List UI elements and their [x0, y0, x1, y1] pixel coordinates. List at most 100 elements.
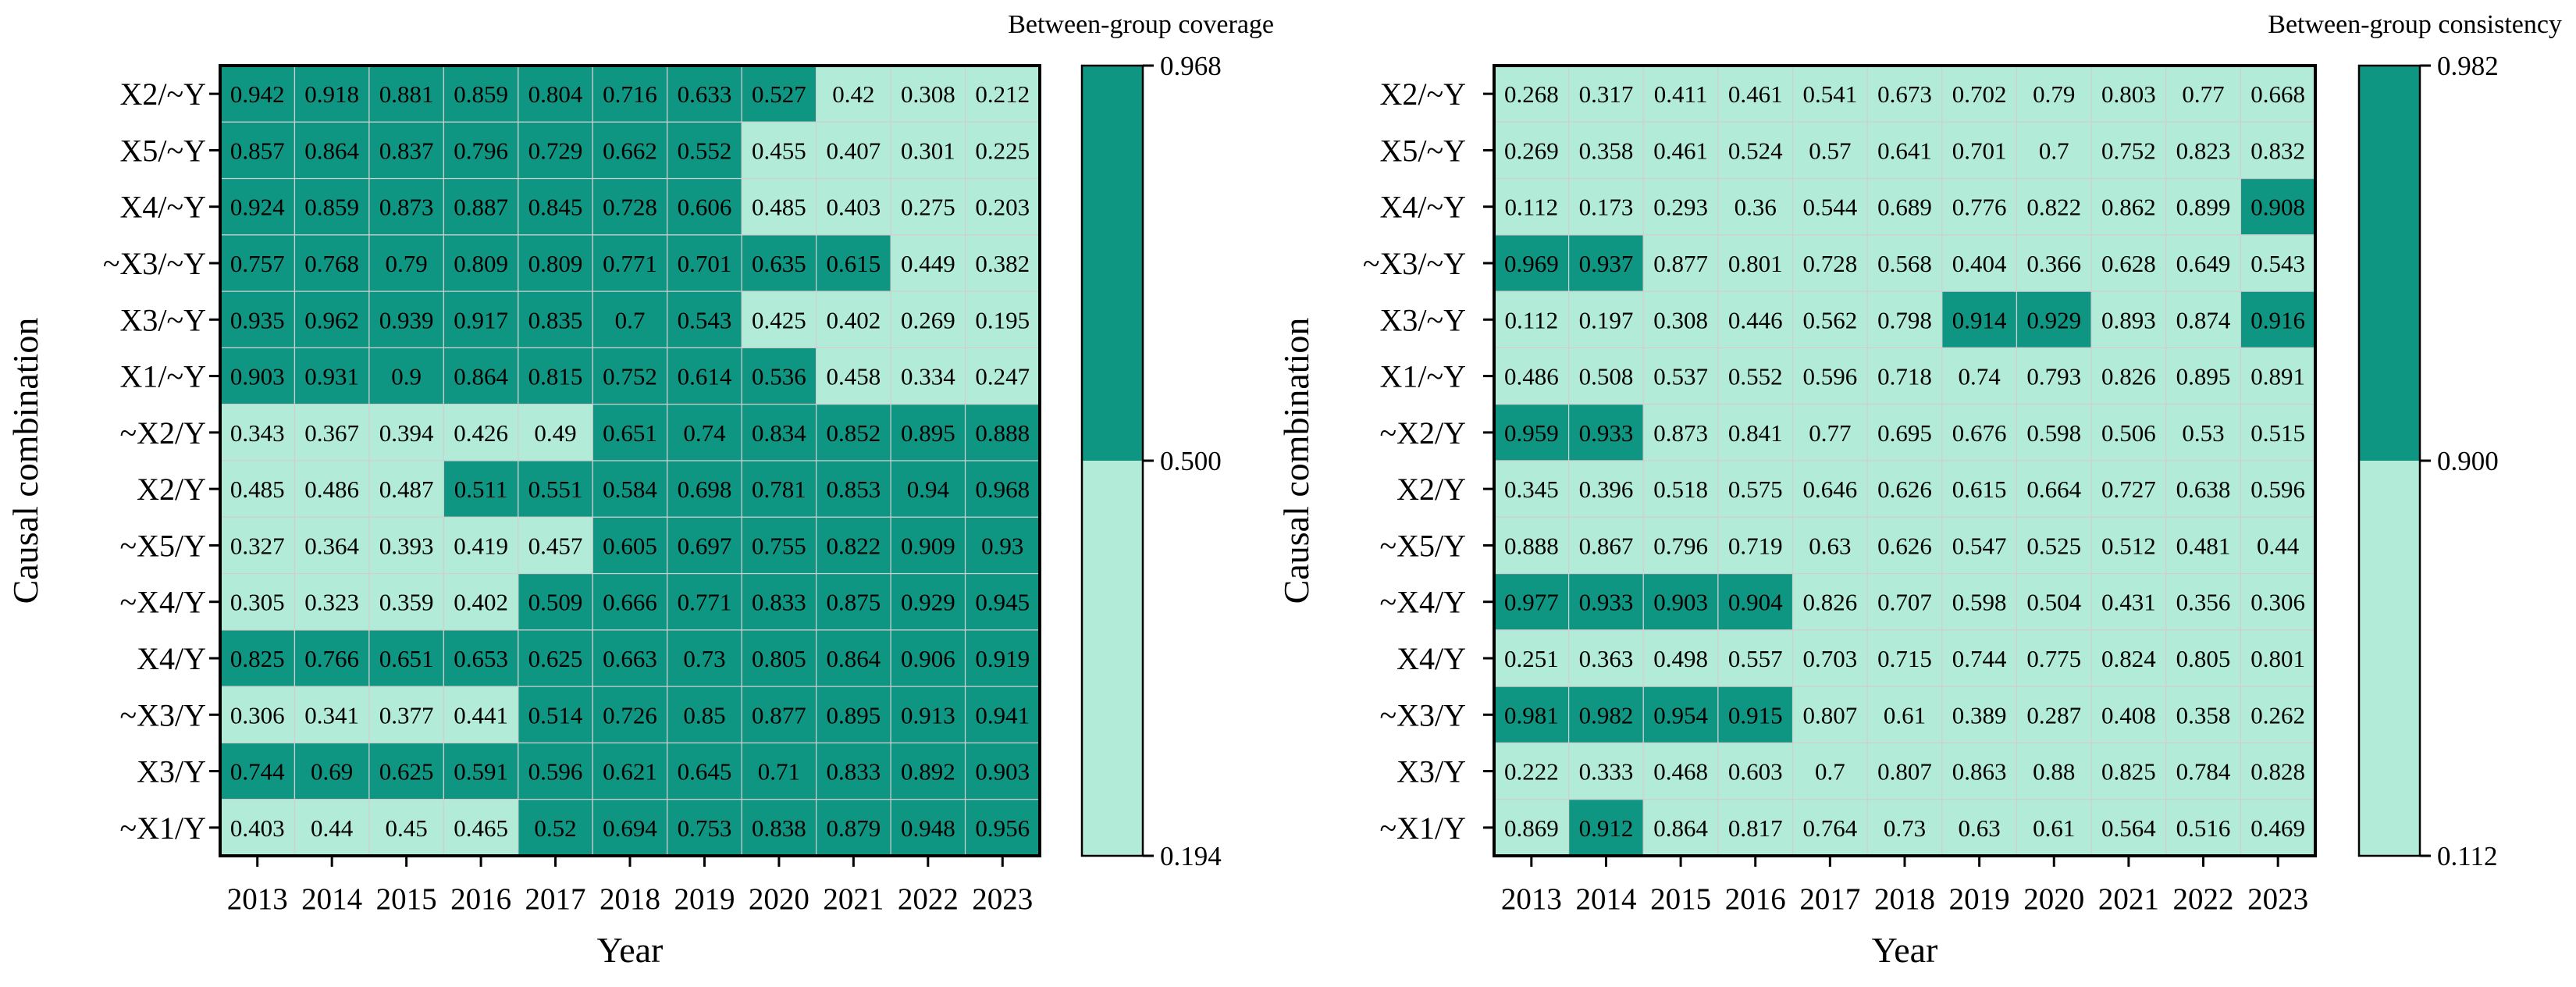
heatmap-cell: [1866, 799, 1943, 857]
x-tick-label: 2021: [2098, 882, 2159, 916]
cell-value-label: 0.695: [1877, 419, 1932, 447]
cell-value-label: 0.63: [1959, 814, 2001, 842]
cell-value-label: 0.859: [454, 80, 508, 108]
cell-value-label: 0.63: [1809, 532, 1851, 559]
cell-value-label: 0.598: [2026, 419, 2081, 447]
cell-value-label: 0.701: [678, 250, 732, 277]
heatmap-cell: [592, 686, 668, 744]
heatmap-cell: [219, 347, 296, 405]
cell-value-label: 0.49: [534, 419, 576, 447]
cell-value-label: 0.407: [826, 137, 881, 164]
heatmap-cell: [1568, 404, 1644, 461]
cell-value-label: 0.828: [2250, 758, 2305, 786]
heatmap-cell: [816, 234, 891, 292]
heatmap-cell: [294, 460, 370, 518]
heatmap-cell: [368, 799, 444, 857]
cell-value-label: 0.805: [752, 645, 806, 672]
cell-value-label: 0.781: [752, 476, 806, 503]
x-tick-label: 2022: [898, 882, 959, 916]
cell-value-label: 0.515: [2250, 419, 2305, 447]
heatmap-cell: [2240, 516, 2316, 575]
cell-value-label: 0.525: [2026, 532, 2081, 559]
cell-value-label: 0.924: [230, 194, 285, 221]
cell-value-label: 0.929: [901, 589, 955, 616]
cell-value-label: 0.262: [2250, 701, 2305, 729]
cell-value-label: 0.668: [2250, 80, 2305, 108]
cell-value-label: 0.626: [1877, 476, 1932, 503]
cell-value-label: 0.852: [826, 419, 881, 447]
cell-value-label: 0.334: [901, 363, 955, 390]
cell-value-label: 0.726: [603, 701, 657, 729]
cell-value-label: 0.367: [304, 419, 359, 447]
cell-value-label: 0.449: [901, 250, 955, 277]
heatmap-cell: [2165, 177, 2241, 236]
heatmap-cell: [592, 572, 668, 631]
cell-value-label: 0.71: [758, 758, 800, 786]
cell-value-label: 0.403: [826, 194, 881, 221]
heatmap-cell: [2240, 629, 2316, 687]
cell-value-label: 0.359: [379, 589, 434, 616]
heatmap-cell: [667, 742, 742, 800]
heatmap-cell: [294, 290, 370, 349]
cell-value-label: 0.79: [2033, 80, 2075, 108]
heatmap-cell: [1941, 516, 2018, 575]
heatmap-cell: [890, 629, 966, 687]
heatmap-cell: [1866, 404, 1943, 461]
heatmap-cell: [741, 572, 817, 631]
cell-value-label: 0.977: [1504, 589, 1559, 616]
cell-value-label: 0.461: [1653, 137, 1708, 164]
cell-value-label: 0.981: [1504, 701, 1559, 729]
cell-value-label: 0.57: [1809, 137, 1851, 164]
heatmap-cell: [1791, 65, 1868, 123]
cell-value-label: 0.404: [1952, 250, 2007, 277]
cell-value-label: 0.541: [1802, 80, 1857, 108]
cell-value-label: 0.42: [832, 80, 874, 108]
heatmap-cell: [1493, 347, 1570, 405]
heatmap-cell: [1866, 686, 1943, 744]
heatmap-cell: [1717, 629, 1794, 687]
cell-value-label: 0.36: [1735, 194, 1777, 221]
cell-value-label: 0.728: [603, 194, 657, 221]
cell-value-label: 0.716: [603, 80, 657, 108]
cell-value-label: 0.458: [826, 363, 881, 390]
heatmap-cell: [1568, 686, 1644, 744]
cell-value-label: 0.698: [678, 476, 732, 503]
cell-value-label: 0.389: [1952, 701, 2007, 729]
heatmap-cell: [741, 686, 817, 744]
cell-value-label: 0.327: [230, 532, 285, 559]
cell-value-label: 0.837: [379, 137, 434, 164]
cell-value-label: 0.825: [2101, 758, 2156, 786]
cell-value-label: 0.941: [975, 701, 1030, 729]
cell-value-label: 0.857: [230, 137, 285, 164]
cell-value-label: 0.766: [304, 645, 359, 672]
cell-value-label: 0.845: [528, 194, 583, 221]
heatmap-cell: [518, 629, 593, 687]
heatmap-cell: [368, 177, 444, 236]
y-tick-label: X4/Y: [137, 641, 206, 676]
cell-value-label: 0.61: [2033, 814, 2075, 842]
cell-value-label: 0.44: [311, 814, 354, 842]
heatmap-cell: [1941, 799, 2018, 857]
heatmap-cell: [1941, 234, 2018, 292]
cell-value-label: 0.508: [1579, 363, 1634, 390]
cell-value-label: 0.809: [454, 250, 508, 277]
heatmap-cell: [1568, 572, 1644, 631]
heatmap-cell: [443, 404, 519, 461]
heatmap-cell: [2165, 516, 2241, 575]
heatmap-cell: [592, 177, 668, 236]
heatmap-cell: [1866, 65, 1943, 123]
heatmap-cell: [592, 404, 668, 461]
heatmap-cell: [816, 404, 891, 461]
heatmap-cell: [2016, 121, 2092, 180]
heatmap-cell: [2090, 121, 2167, 180]
cell-value-label: 0.906: [901, 645, 955, 672]
cell-value-label: 0.621: [603, 758, 657, 786]
heatmap-cell: [964, 404, 1041, 461]
cell-value-label: 0.615: [826, 250, 881, 277]
cell-value-label: 0.869: [1504, 814, 1559, 842]
heatmap-cell: [1866, 460, 1943, 518]
heatmap-cell: [1866, 572, 1943, 631]
y-tick-label: ~X3/~Y: [103, 246, 206, 281]
cell-value-label: 0.824: [2101, 645, 2156, 672]
heatmap-cell: [964, 460, 1041, 518]
